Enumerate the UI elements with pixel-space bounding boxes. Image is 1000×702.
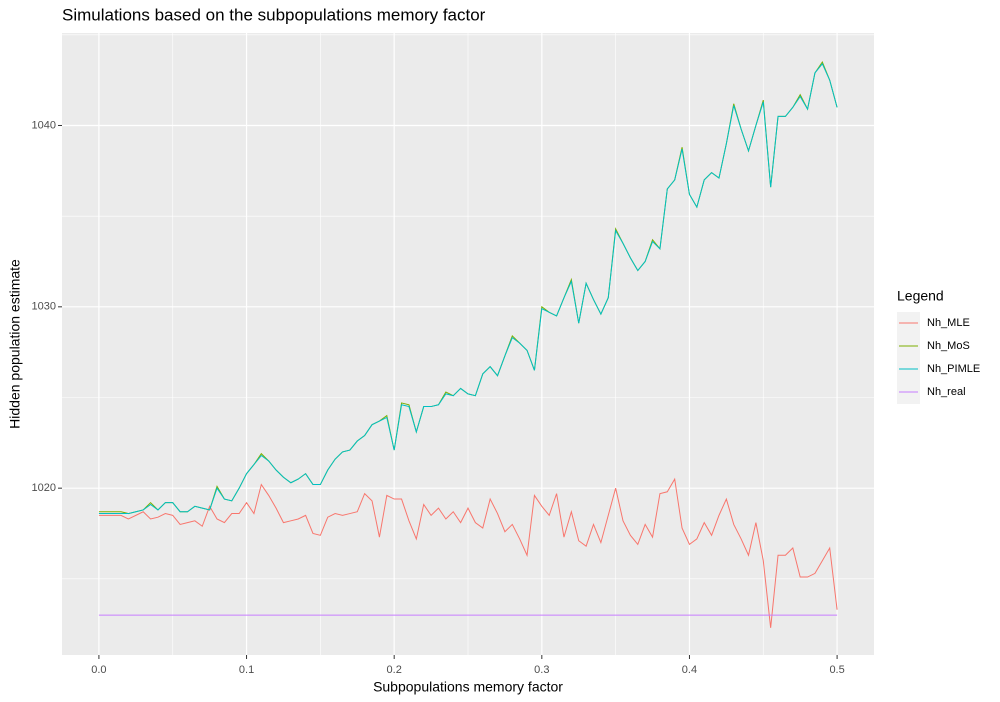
lines (98, 60, 838, 628)
x-tick-label: 0.3 (534, 664, 549, 676)
legend-label: Nh_real (927, 386, 966, 398)
legend-title: Legend (897, 288, 944, 304)
y-tick-label: 1030 (32, 301, 56, 313)
x-tick-label: 0.4 (682, 664, 697, 676)
line-series (98, 62, 838, 515)
x-tick-label: 0.1 (239, 664, 254, 676)
y-axis-title: Hidden population estimate (7, 259, 23, 429)
x-tick-label: 0.2 (387, 664, 402, 676)
line-series (98, 477, 838, 628)
legend-label: Nh_MLE (927, 317, 970, 329)
legend-label: Nh_PIMLE (927, 363, 980, 375)
y-tick-label: 1020 (32, 482, 56, 494)
y-tick-label: 1040 (32, 119, 56, 131)
legend-label: Nh_MoS (927, 340, 970, 352)
x-tick-label: 0.5 (829, 664, 844, 676)
x-axis-title: Subpopulations memory factor (373, 679, 563, 695)
x-tick-label: 0.0 (91, 664, 106, 676)
chart-title: Simulations based on the subpopulations … (62, 5, 486, 24)
legend: Nh_MLE Nh_MoS Nh_PIMLE Nh_real (897, 312, 980, 404)
grid: 0.0 0.1 0.2 0.3 0.4 0.5 1020 1030 1040 (32, 33, 874, 676)
